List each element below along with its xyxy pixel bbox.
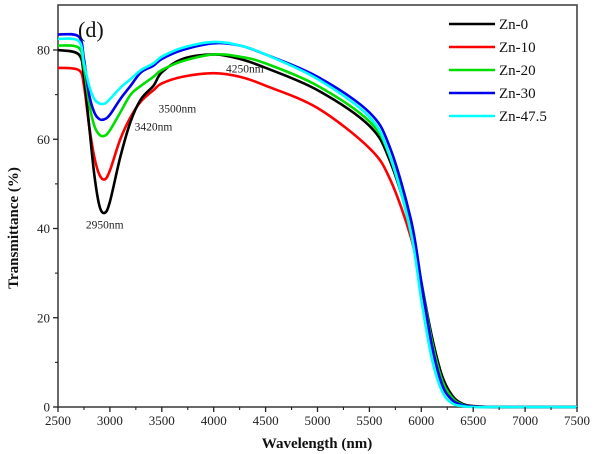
x-tick-label: 7500: [564, 413, 590, 428]
peak-annotation: 4250nm: [226, 63, 264, 75]
peak-annotation: 2950nm: [86, 220, 124, 232]
x-tick-label: 6500: [460, 413, 486, 428]
series-layer: [57, 32, 577, 409]
x-tick-label: 4000: [201, 413, 227, 428]
annotations: 2950nm 3420nm 3500nm 4250nm: [86, 63, 264, 231]
legend-label: Zn-20: [499, 63, 536, 79]
y-tick-label: 0: [44, 400, 51, 415]
x-tick-label: 5500: [356, 413, 382, 428]
series-line-zn-0: [57, 48, 577, 409]
x-tick-label: 6000: [408, 413, 434, 428]
y-tick-label: 20: [37, 310, 50, 325]
legend-label: Zn-30: [499, 86, 536, 102]
legend-label: Zn-47.5: [499, 109, 547, 125]
y-tick-label: 80: [37, 43, 50, 58]
x-tick-label: 7000: [512, 413, 538, 428]
series-line-zn-47_5: [57, 37, 577, 409]
y-axis: 0 20 40 60 80: [37, 43, 58, 415]
x-tick-label: 4500: [253, 413, 279, 428]
x-axis: 2500 3000 3500 4000 4500 5000 5500 6000 6500 7000…: [45, 407, 590, 428]
x-tick-label: 5000: [305, 413, 331, 428]
y-axis-title: Transmittance (%): [6, 167, 22, 289]
x-tick-label: 3500: [149, 413, 175, 428]
y-tick-label: 60: [37, 132, 50, 147]
x-tick-label: 3000: [97, 413, 123, 428]
peak-annotation: 3420nm: [135, 121, 173, 133]
legend: Zn-0 Zn-10 Zn-20 Zn-30 Zn-47.5: [449, 17, 547, 125]
series-line-zn-20: [57, 44, 577, 409]
y-tick-label: 40: [37, 221, 50, 236]
x-tick-label: 2500: [45, 413, 71, 428]
legend-label: Zn-0: [499, 17, 528, 33]
panel-label: (d): [78, 17, 104, 42]
legend-label: Zn-10: [499, 40, 536, 56]
x-axis-title: Wavelength (nm): [262, 436, 372, 452]
peak-annotation: 3500nm: [159, 103, 197, 115]
